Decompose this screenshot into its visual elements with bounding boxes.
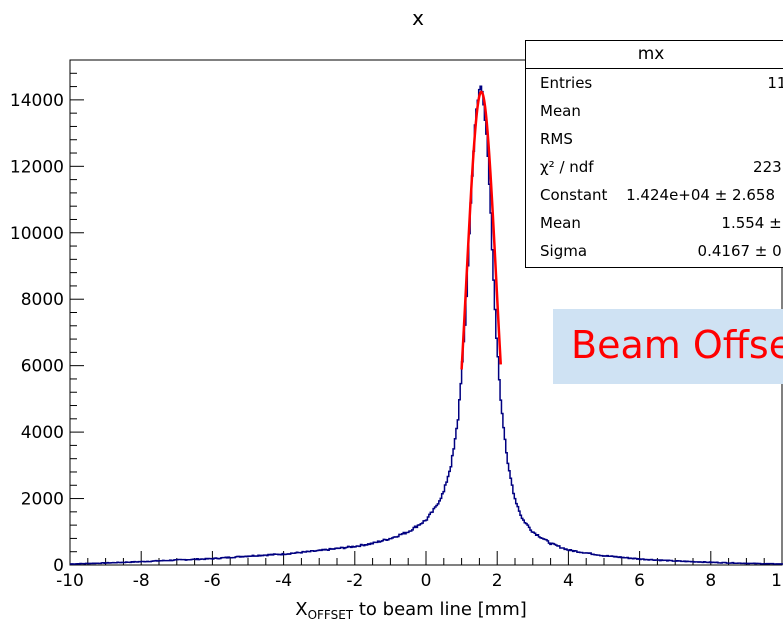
beam-offset-banner: Beam Offse <box>553 309 783 384</box>
y-tick-label: 6000 <box>21 357 64 377</box>
stats-title: mx <box>526 41 783 69</box>
stats-box: mx Entries 118 Mean RMS χ² / ndf 223.8 C… <box>525 40 783 268</box>
x-tick-label: 10 <box>771 571 783 591</box>
stats-row-constant: Constant 1.424e+04 ± 2.658 <box>526 181 783 209</box>
histogram-line <box>70 85 783 565</box>
stats-label: Mean <box>540 102 581 120</box>
x-tick-label: 0 <box>421 571 432 591</box>
x-tick-label: 8 <box>705 571 716 591</box>
y-tick-label: 0 <box>53 556 64 576</box>
stats-row-fit-mean: Mean 1.554 ± 0 <box>526 209 783 237</box>
stats-label: Sigma <box>540 242 588 260</box>
stats-value: 0.4167 ± 0.0 <box>697 242 783 260</box>
stats-value: 223.8 <box>753 158 783 176</box>
stats-row-sigma: Sigma 0.4167 ± 0.0 <box>526 237 783 265</box>
x-tick-label: -8 <box>133 571 150 591</box>
x-tick-label: -6 <box>204 571 221 591</box>
stats-label: χ² / ndf <box>540 158 594 176</box>
x-tick-label: -4 <box>275 571 292 591</box>
stats-label: Mean <box>540 214 581 232</box>
stats-row-entries: Entries 118 <box>526 69 783 97</box>
stats-row-chi2: χ² / ndf 223.8 <box>526 153 783 181</box>
x-tick-label: 4 <box>563 571 574 591</box>
x-tick-label: 6 <box>634 571 645 591</box>
chart-title: x <box>412 6 424 30</box>
y-tick-label: 4000 <box>21 423 64 443</box>
stats-row-mean: Mean <box>526 97 783 125</box>
x-tick-label: 2 <box>492 571 503 591</box>
stats-label: Constant <box>540 186 608 204</box>
y-tick-label: 14000 <box>10 91 64 111</box>
y-tick-label: 8000 <box>21 290 64 310</box>
axes: -10 -8 -6 -4 -2 0 2 4 6 8 10 0 2000 4000 6000 8000 10000… <box>10 59 783 591</box>
gaussian-fit-line <box>460 90 503 370</box>
stats-value: 118 <box>767 74 783 92</box>
stats-label: RMS <box>540 130 573 148</box>
x-axis-label: XOFFSET to beam line [mm] <box>295 599 527 622</box>
beam-offset-text: Beam Offse <box>571 323 783 367</box>
y-tick-label: 2000 <box>21 490 64 510</box>
stats-value: 1.554 ± 0 <box>721 214 783 232</box>
stats-value: 1.424e+04 ± 2.658 <box>626 186 775 204</box>
x-tick-label: -10 <box>56 571 84 591</box>
stats-row-rms: RMS <box>526 125 783 153</box>
y-tick-label: 10000 <box>10 224 64 244</box>
x-tick-label: -2 <box>346 571 363 591</box>
y-tick-label: 12000 <box>10 157 64 177</box>
stats-label: Entries <box>540 74 593 92</box>
